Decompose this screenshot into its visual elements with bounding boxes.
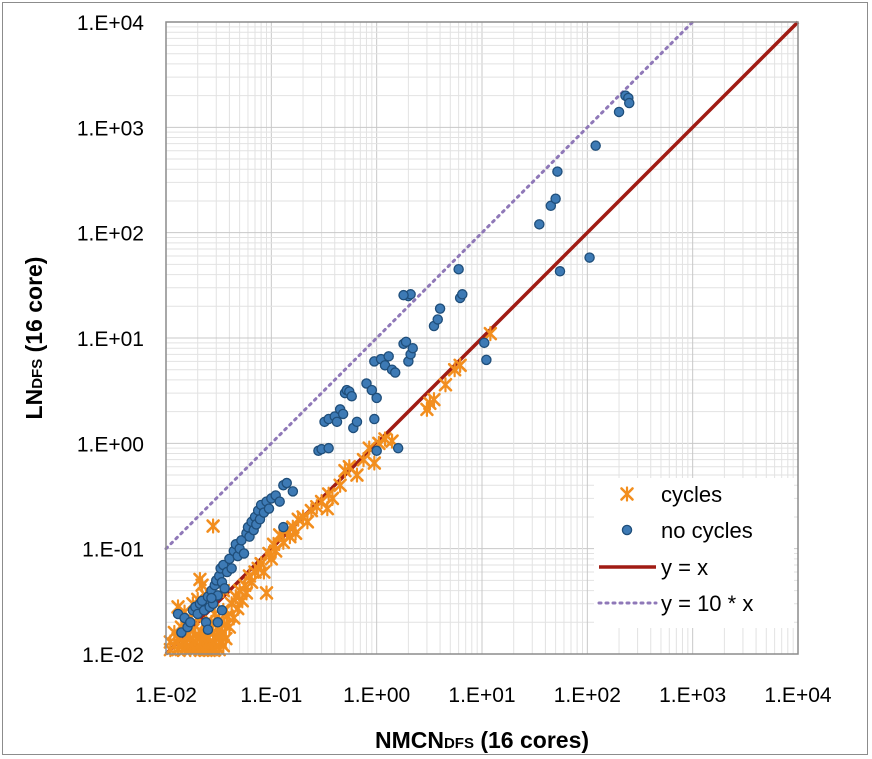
point-no-cycles (238, 548, 250, 559)
tick-labels: 1.E-02 1.E-01 1.E+00 1.E+01 1.E+02 1.E+03 1.E+… (77, 12, 832, 707)
point-cycles (356, 452, 371, 468)
point-no-cycles (226, 563, 237, 574)
point-no-cycles (407, 342, 418, 354)
x-tick-label: 1.E-01 (240, 684, 302, 707)
point-cycles (325, 490, 340, 507)
ten-x-line (164, 20, 695, 551)
point-no-cycles (331, 416, 343, 428)
point-no-cycles (389, 367, 401, 378)
legend-dot (621, 524, 633, 536)
point-no-cycles (219, 583, 230, 594)
x-tick-label: 1.E-02 (135, 684, 197, 707)
legend-marker-no-cycles (621, 524, 633, 536)
point-no-cycles (481, 354, 492, 366)
point-cycles (427, 392, 441, 408)
point-no-cycles (457, 289, 468, 300)
y-tick-label: 1.E+00 (77, 433, 144, 456)
point-no-cycles (185, 617, 196, 628)
point-no-cycles (274, 496, 285, 507)
point-no-cycles (361, 378, 372, 389)
legend: cycles no cycles y = x y = 10 * x (594, 478, 794, 628)
point-no-cycles (371, 445, 382, 457)
y-axis-title: LNDFS (16 core) (21, 257, 47, 420)
point-no-cycles (552, 166, 563, 177)
point-cycles (219, 631, 233, 647)
point-no-cycles (434, 303, 446, 314)
point-no-cycles (351, 416, 363, 428)
point-no-cycles (202, 624, 214, 635)
point-no-cycles (478, 337, 490, 349)
point-no-cycles (613, 106, 625, 118)
y-tick-label: 1.E+03 (77, 117, 144, 140)
point-cycles (333, 477, 347, 493)
point-cycles (288, 525, 303, 541)
point-no-cycles (216, 605, 228, 616)
point-cycles (438, 377, 453, 393)
x-tick-label: 1.E+03 (659, 684, 726, 707)
point-cycles (350, 467, 364, 483)
point-no-cycles (371, 392, 382, 404)
point-no-cycles (590, 140, 601, 151)
point-cycles (483, 326, 498, 342)
x-tick-label: 1.E+04 (764, 684, 831, 707)
y-tick-label: 1.E-01 (82, 539, 144, 562)
point-no-cycles (369, 413, 380, 425)
data-points (163, 90, 635, 658)
legend-label-identity: y = x (661, 555, 708, 580)
point-no-cycles (281, 477, 292, 489)
point-no-cycles (550, 193, 561, 204)
y-tick-label: 1.E+04 (77, 12, 144, 35)
point-cycles (453, 357, 467, 373)
point-no-cycles (337, 408, 349, 420)
legend-label-no-cycles: no cycles (661, 518, 753, 543)
point-no-cycles (278, 521, 289, 533)
plot-area-border (165, 21, 799, 655)
y-tick-label: 1.E-02 (82, 644, 144, 667)
legend-star (620, 486, 634, 502)
point-no-cycles (453, 263, 464, 275)
legend-marker-cycles (620, 486, 634, 502)
point-no-cycles (323, 442, 334, 454)
point-no-cycles (212, 617, 224, 628)
point-no-cycles (263, 503, 275, 514)
point-no-cycles (366, 384, 378, 396)
point-cycles (378, 431, 392, 447)
point-cycles (367, 455, 382, 471)
point-no-cycles (400, 336, 412, 348)
point-no-cycles (432, 314, 443, 325)
x-tick-label: 1.E+02 (554, 684, 621, 707)
point-no-cycles (383, 351, 394, 362)
point-cycles (257, 564, 271, 580)
point-cycles (259, 585, 274, 601)
x-tick-label: 1.E+00 (343, 684, 410, 707)
identity-line (164, 20, 800, 656)
point-no-cycles (623, 97, 635, 109)
x-axis-title: NMCNDFS (16 cores) (375, 727, 589, 753)
point-no-cycles (554, 266, 566, 277)
legend-label-cycles: cycles (661, 482, 722, 507)
point-no-cycles (287, 486, 299, 497)
legend-label-tenx: y = 10 * x (661, 591, 753, 616)
point-no-cycles (206, 592, 217, 604)
y-tick-label: 1.E+01 (77, 328, 144, 351)
point-no-cycles (584, 252, 595, 263)
x-tick-label: 1.E+01 (448, 684, 515, 707)
point-cycles (206, 518, 220, 534)
point-no-cycles (534, 219, 545, 230)
point-no-cycles (545, 200, 557, 212)
y-tick-label: 1.E+02 (77, 223, 144, 246)
point-no-cycles (346, 390, 357, 402)
point-no-cycles (398, 289, 409, 301)
point-no-cycles (392, 442, 404, 454)
reference-lines (164, 20, 800, 656)
